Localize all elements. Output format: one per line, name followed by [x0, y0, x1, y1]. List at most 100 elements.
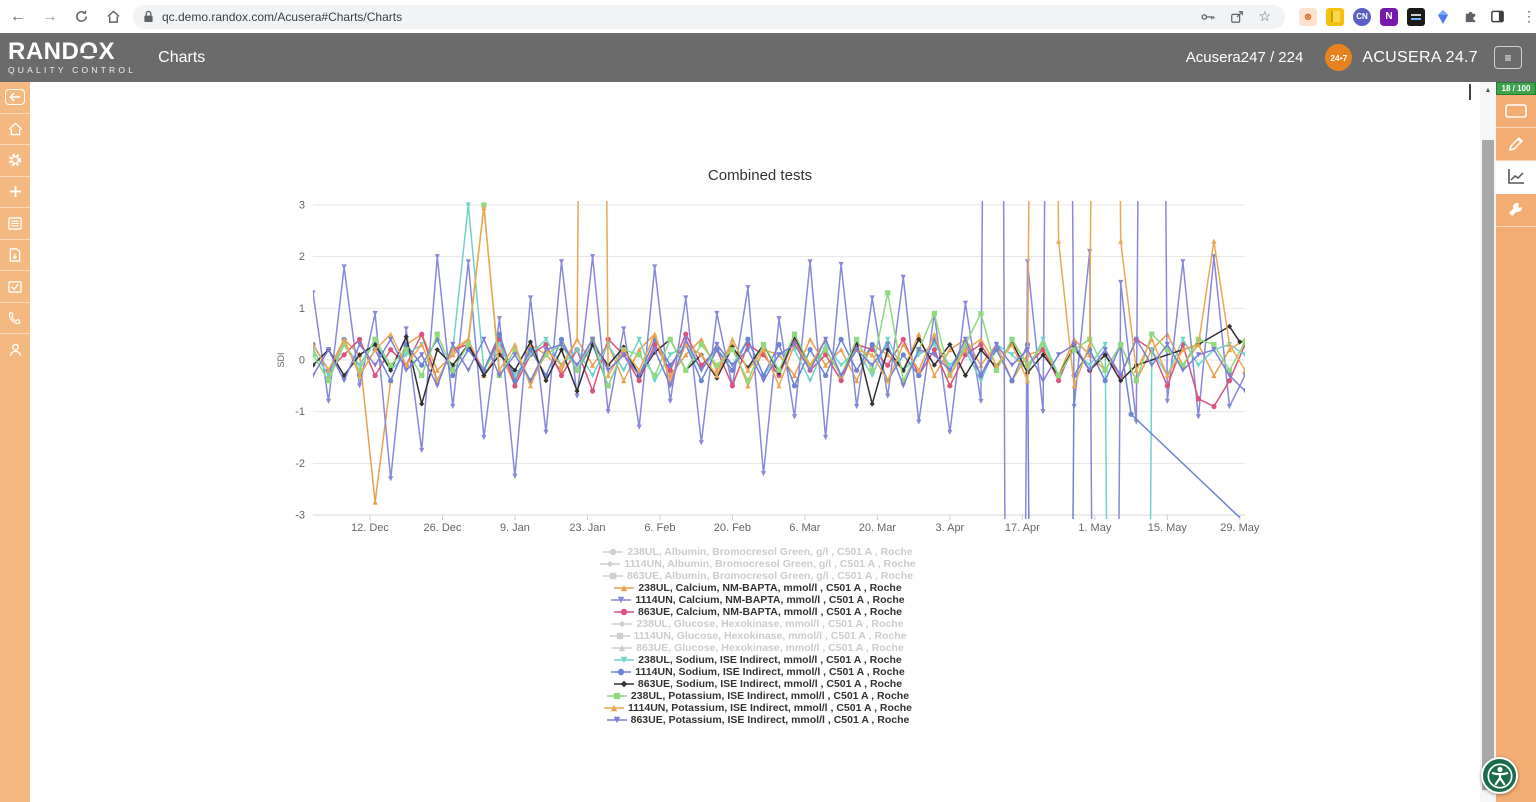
data-point: [962, 347, 968, 353]
smiley-extension-icon[interactable]: ☻: [1299, 7, 1317, 26]
data-point: [372, 336, 378, 342]
data-point: [325, 378, 332, 384]
legend-item[interactable]: 1114UN, Calcium, NM-BAPTA, mmol/l , C501…: [418, 594, 1098, 606]
data-point: [652, 372, 658, 379]
data-point: [869, 352, 875, 358]
data-point: [916, 419, 922, 425]
legend-item[interactable]: 238UL, Calcium, NM-BAPTA, mmol/l , C501 …: [418, 582, 1098, 594]
data-point: [621, 367, 627, 373]
legend-item[interactable]: 238UL, Sodium, ISE Indirect, mmol/l , C5…: [418, 654, 1098, 666]
wrench-icon: [1509, 202, 1523, 216]
sidebar-item-documents[interactable]: [0, 240, 30, 271]
legend-item[interactable]: 863UE, Potassium, ISE Indirect, mmol/l ,…: [418, 714, 1098, 726]
left-sidebar: [0, 82, 30, 802]
data-point: [1040, 352, 1046, 358]
chart-view-button[interactable]: [1496, 161, 1536, 194]
data-point: [1226, 403, 1233, 410]
data-point: [931, 310, 937, 317]
menu-dots-icon[interactable]: ⋮: [1522, 8, 1536, 24]
sidebar-item-add[interactable]: [0, 177, 30, 208]
legend-item[interactable]: 238UL, Glucose, Hexokinase, mmol/l , C50…: [418, 618, 1098, 630]
data-point: [1180, 362, 1186, 368]
home-icon: [8, 122, 22, 136]
legend-item[interactable]: 863UE, Sodium, ISE Indirect, mmol/l , C5…: [418, 678, 1098, 690]
plus-icon: [9, 186, 21, 198]
sidebar-item-settings[interactable]: [0, 145, 30, 177]
annotate-button[interactable]: [1496, 128, 1536, 161]
data-point: [714, 362, 720, 368]
sidebar-item-records[interactable]: [0, 208, 30, 240]
data-point: [698, 440, 704, 446]
data-point: [1195, 362, 1201, 368]
scroll-up-arrow[interactable]: ▲: [1484, 86, 1492, 94]
data-point: [1009, 362, 1015, 368]
data-point: [729, 347, 735, 353]
sidebar-item-back[interactable]: [0, 82, 30, 114]
legend-item[interactable]: 238UL, Potassium, ISE Indirect, mmol/l ,…: [418, 690, 1098, 702]
data-point: [947, 372, 953, 379]
tools-button[interactable]: [1496, 194, 1536, 227]
data-point: [807, 378, 813, 384]
data-point: [854, 403, 860, 410]
data-point: [931, 347, 937, 353]
data-point: [1211, 238, 1217, 244]
legend-marker-square: [606, 692, 627, 700]
legend-item[interactable]: 1114UN, Potassium, ISE Indirect, mmol/l …: [418, 702, 1098, 714]
key-icon[interactable]: [1201, 11, 1216, 23]
star-icon[interactable]: ☆: [1258, 8, 1271, 24]
sidebar-item-tasks[interactable]: [0, 271, 30, 303]
side-panel-icon[interactable]: [1488, 8, 1506, 26]
header-menu-button[interactable]: ≡: [1494, 46, 1522, 69]
x-tick-label: 6. Mar: [789, 522, 821, 534]
sidebar-item-profile[interactable]: [0, 334, 30, 366]
legend-item[interactable]: 1114UN, Glucose, Hexokinase, mmol/l , C5…: [418, 630, 1098, 642]
address-bar[interactable]: qc.demo.randox.com/Acusera#Charts/Charts…: [133, 4, 1285, 29]
forward-icon[interactable]: →: [41, 7, 58, 25]
legend-marker-triangle-down: [611, 596, 632, 604]
screen-extension-icon[interactable]: [1407, 7, 1425, 26]
sdi-chart[interactable]: 3 2 1 0 -1 -2 -3 12. Dec 26. Dec 9. Jan 23. Jan 6. …: [270, 150, 1280, 550]
home-icon[interactable]: [99, 3, 127, 31]
share-icon[interactable]: [1230, 10, 1244, 24]
page-scrollbar[interactable]: ▲: [1480, 82, 1496, 802]
cn-extension-icon[interactable]: CN: [1353, 7, 1371, 26]
legend-marker-square: [609, 632, 630, 640]
n-extension-icon[interactable]: N: [1380, 7, 1398, 26]
legend-marker-square: [603, 572, 624, 580]
sidebar-item-contact[interactable]: [0, 303, 30, 334]
scrollbar-thumb[interactable]: [1482, 140, 1494, 790]
data-point: [388, 378, 394, 384]
legend-item[interactable]: 863UE, Albumin, Bromocresol Green, g/l ,…: [418, 570, 1098, 582]
legend-marker-triangle: [612, 644, 633, 652]
region-select-button[interactable]: [1496, 95, 1536, 128]
legend-item[interactable]: 1114UN, Albumin, Bromocresol Green, g/l …: [418, 558, 1098, 570]
data-point: [1071, 341, 1077, 348]
data-point: [1133, 336, 1139, 342]
top-extension-icon[interactable]: [1434, 8, 1452, 26]
back-icon[interactable]: ←: [9, 7, 26, 25]
data-point: [1040, 341, 1046, 348]
data-point: [1195, 352, 1201, 358]
legend-item[interactable]: 1114UN, Sodium, ISE Indirect, mmol/l , C…: [418, 666, 1098, 678]
legend-item[interactable]: 863UE, Glucose, Hexokinase, mmol/l , C50…: [418, 642, 1098, 654]
legend-marker-triangle: [604, 704, 624, 712]
puzzle-icon[interactable]: [1461, 8, 1479, 26]
x-tick-label: 20. Mar: [859, 522, 897, 534]
reload-icon[interactable]: [68, 3, 96, 31]
data-point: [947, 347, 953, 353]
data-point: [1164, 341, 1170, 348]
x-tick-label: 3. Apr: [935, 522, 964, 534]
sidebar-item-home[interactable]: [0, 114, 30, 145]
legend-item[interactable]: 863UE, Calcium, NM-BAPTA, mmol/l , C501 …: [418, 606, 1098, 618]
data-point: [838, 336, 844, 342]
notebook-extension-icon[interactable]: [1326, 7, 1344, 26]
data-point: [357, 362, 363, 368]
data-point: [823, 434, 829, 441]
accessibility-button[interactable]: [1481, 757, 1518, 794]
data-point: [1102, 367, 1108, 373]
data-point: [745, 347, 751, 353]
data-point: [1242, 367, 1245, 373]
data-point: [1226, 367, 1233, 373]
legend-item[interactable]: 238UL, Albumin, Bromocresol Green, g/l ,…: [418, 546, 1098, 558]
